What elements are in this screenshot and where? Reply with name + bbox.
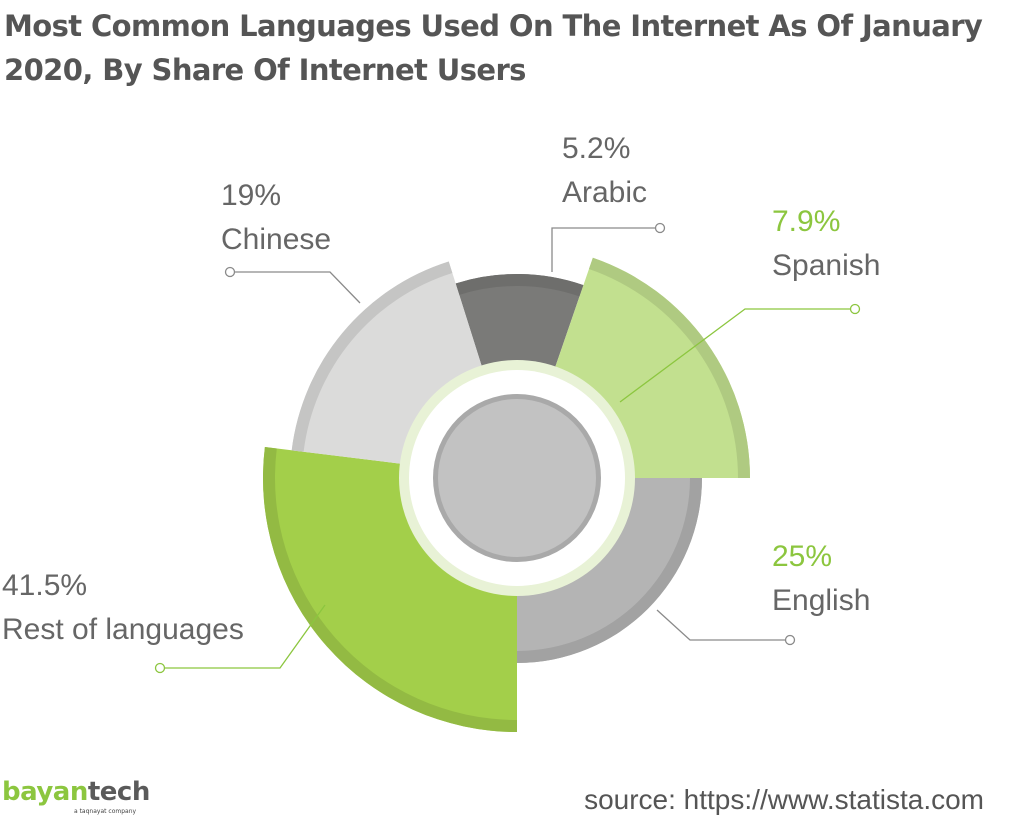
chart-title: Most Common Languages Used On The Intern… <box>4 9 983 87</box>
leader-dot-rest-of-languages <box>154 662 166 674</box>
center-disc <box>438 399 596 557</box>
category-label-spanish: Spanish <box>772 249 880 282</box>
leader-dot-english <box>784 634 796 646</box>
slice-spanish <box>554 257 750 478</box>
slice-rim-arabic <box>455 274 584 297</box>
slice-english <box>517 478 702 663</box>
leader-line-arabic <box>551 227 660 272</box>
slice-rim-spanish <box>588 257 750 478</box>
source-note: source: https://www.statista.com <box>584 784 984 815</box>
slice-chinese <box>291 261 483 464</box>
slice-rest-of-languages <box>263 447 517 732</box>
category-label-english: English <box>772 584 870 617</box>
leader-line-spanish <box>619 308 855 403</box>
chart-center <box>399 360 635 596</box>
logo-text-tech: tech <box>87 777 150 807</box>
slice-labels: 5.2% Arabic 7.9% Spanish 25% English 41.5% Rest… <box>2 132 880 646</box>
category-label-arabic: Arabic <box>562 176 647 209</box>
slice-rim-english <box>517 478 702 663</box>
leader-dot-spanish <box>849 303 861 315</box>
slice-arabic <box>455 274 584 369</box>
leader-line-chinese <box>230 271 361 304</box>
value-label-english: 25% <box>772 540 832 573</box>
leader-lines <box>154 222 861 674</box>
leader-dot-chinese <box>224 266 236 278</box>
brand-logo: bayantech a taqnayat company <box>2 776 150 815</box>
category-label-rest-of-languages: Rest of languages <box>2 613 244 646</box>
leader-dot-arabic <box>654 222 666 234</box>
value-label-rest-of-languages: 41.5% <box>2 569 87 602</box>
leader-line-english <box>656 609 790 641</box>
value-label-chinese: 19% <box>221 179 281 212</box>
logo-text-bayan: bayan <box>2 777 88 807</box>
value-label-spanish: 7.9% <box>772 205 840 238</box>
logo-tagline: a taqnayat company <box>74 808 137 815</box>
pie-slices <box>263 257 750 732</box>
category-label-chinese: Chinese <box>221 223 331 256</box>
leader-line-rest-of-languages <box>160 604 326 669</box>
value-label-arabic: 5.2% <box>562 132 630 165</box>
